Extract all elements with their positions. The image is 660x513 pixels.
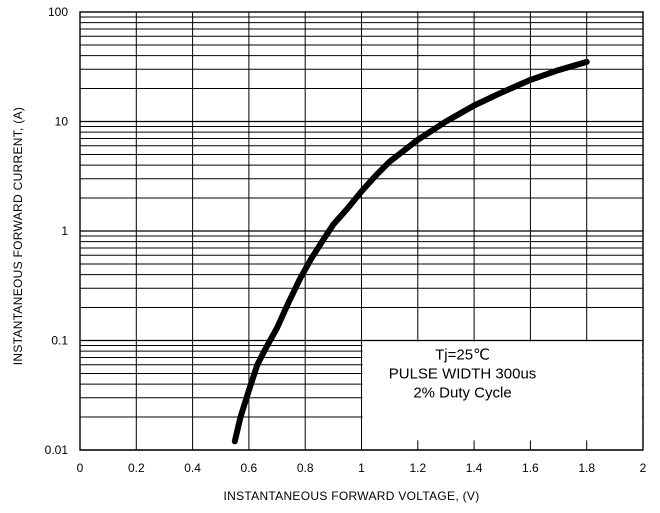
x-axis-ticks: 0 0.2 0.4 0.6 0.8 1 1.2 1.4 1.6 1.8 2	[77, 461, 647, 475]
x-tick-label-3: 0.6	[241, 461, 258, 475]
plot-frame	[79, 11, 644, 451]
annotation-line-1: Tj=25℃	[435, 347, 490, 364]
y-tick-label-3: 10	[55, 115, 69, 129]
curve-layer	[231, 58, 590, 445]
x-tick-label-10: 2	[640, 461, 647, 475]
x-tick-label-5: 1	[358, 461, 365, 475]
annotation-box: Tj=25℃ PULSE WIDTH 300us 2% Duty Cycle	[362, 341, 642, 441]
y-tick-label-0: 0.01	[45, 443, 69, 457]
annotation-line-3: 2% Duty Cycle	[413, 385, 511, 402]
x-tick-label-1: 0.2	[128, 461, 145, 475]
x-tick-label-0: 0	[77, 461, 84, 475]
annotation-background	[362, 341, 642, 441]
annotation-line-2: PULSE WIDTH 300us	[389, 366, 537, 383]
x-tick-label-8: 1.6	[522, 461, 539, 475]
x-tick-label-6: 1.2	[409, 461, 426, 475]
x-tick-label-7: 1.4	[466, 461, 483, 475]
y-tick-label-2: 1	[61, 224, 68, 238]
x-tick-label-9: 1.8	[578, 461, 595, 475]
x-axis-title: INSTANTANEOUS FORWARD VOLTAGE, (V)	[224, 489, 480, 503]
forward-current-curve	[231, 58, 590, 445]
y-tick-label-4: 100	[48, 5, 68, 19]
y-axis-title: INSTANTANEOUS FORWARD CURRENT, (A)	[11, 107, 25, 365]
y-tick-label-1: 0.1	[51, 334, 68, 348]
x-tick-label-2: 0.4	[184, 461, 201, 475]
y-axis-ticks: 0.01 0.1 1 10 100	[45, 5, 69, 457]
x-tick-label-4: 0.8	[297, 461, 314, 475]
